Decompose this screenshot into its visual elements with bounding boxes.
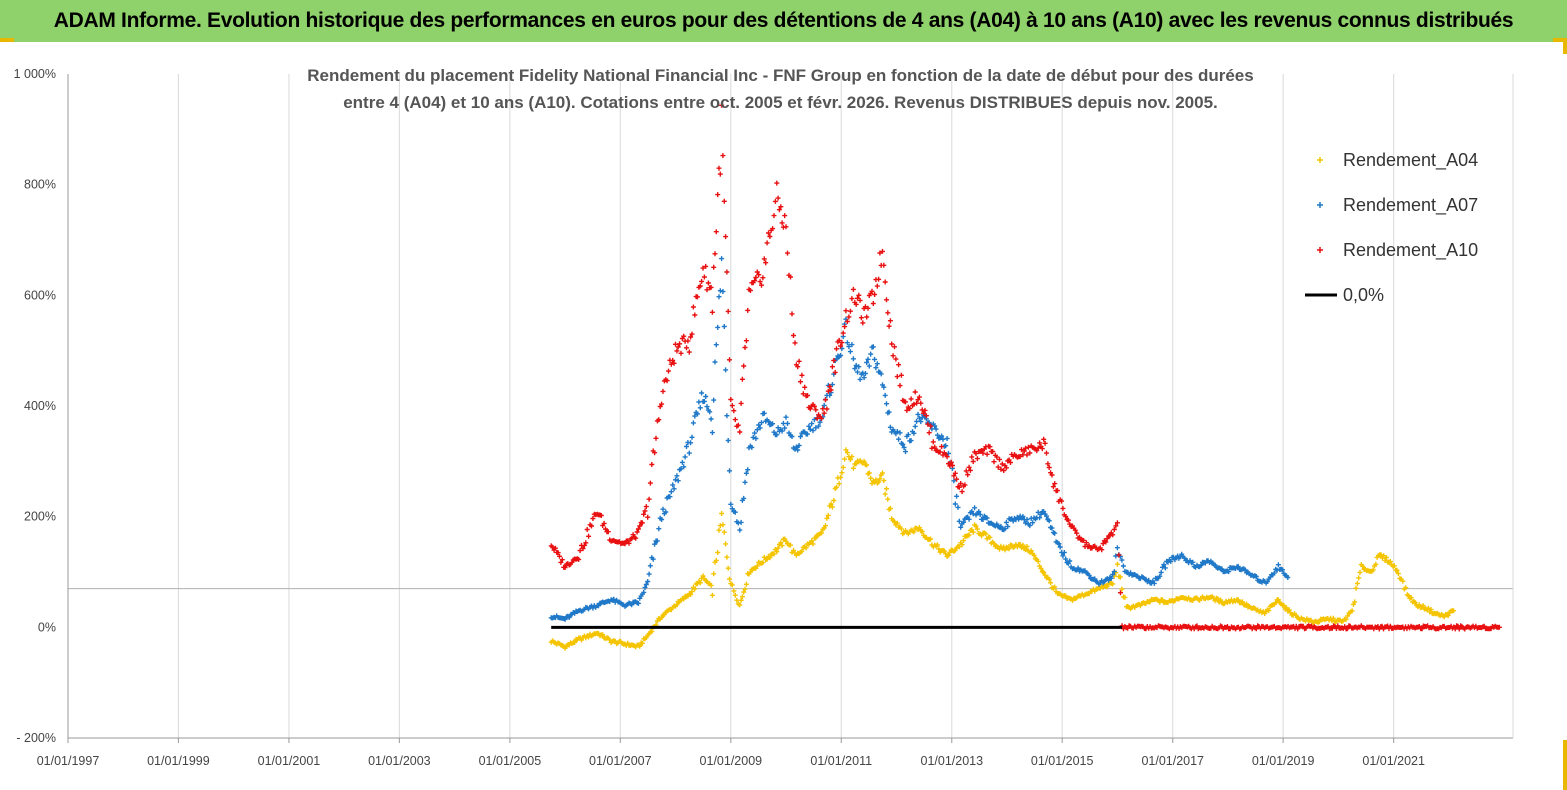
y-tick-label-0: - 200% (16, 731, 56, 745)
corner-mark-top-right (1553, 38, 1567, 42)
y-tick-label-2: 200% (24, 510, 56, 524)
corner-mark-top-left (0, 38, 14, 42)
x-tick-label-0: 01/01/1997 (37, 754, 100, 768)
series-points-rendement-a04 (548, 447, 1457, 651)
x-tick-label-3: 01/01/2003 (368, 754, 431, 768)
legend-marker-0 (1317, 157, 1323, 163)
y-tick-label-4: 600% (24, 288, 56, 302)
header-banner: ADAM Informe. Evolution historique des p… (0, 0, 1567, 42)
x-tick-label-11: 01/01/2019 (1252, 754, 1315, 768)
x-tick-label-7: 01/01/2011 (810, 754, 872, 768)
series-points-rendement-a07 (548, 256, 1291, 622)
chart-title: Rendement du placement Fidelity National… (307, 66, 1253, 112)
chart-title-line-0: Rendement du placement Fidelity National… (307, 66, 1253, 85)
x-tick-label-10: 01/01/2017 (1141, 754, 1204, 768)
x-tick-label-5: 01/01/2007 (589, 754, 652, 768)
y-tick-label-3: 400% (24, 399, 56, 413)
legend-marker-2 (1317, 247, 1323, 253)
scatter-chart: - 200% 0% 200% 400% 600% 800% 1 000% 01/01/199… (14, 66, 1514, 768)
legend-marker-1 (1317, 202, 1323, 208)
x-tick-labels: 01/01/1997 01/01/1999 01/01/2001 01/01/2003… (37, 754, 1425, 768)
legend-label-0: Rendement_A04 (1343, 150, 1478, 171)
data-points (548, 102, 1502, 651)
y-tick-label-6: 1 000% (14, 67, 56, 81)
x-tick-label-12: 01/01/2021 (1362, 754, 1425, 768)
corner-mark-right-edge (1563, 42, 1567, 54)
y-tick-label-1: 0% (38, 620, 56, 634)
corner-mark-bottom-right (1563, 740, 1567, 790)
x-tick-label-8: 01/01/2013 (921, 754, 984, 768)
legend: Rendement_A04 Rendement_A07 Rendement_A10 0… (1305, 150, 1478, 305)
series-points-rendement-a10 (548, 102, 1502, 632)
x-tick-label-2: 01/01/2001 (258, 754, 321, 768)
x-tick-label-9: 01/01/2015 (1031, 754, 1094, 768)
x-tick-label-4: 01/01/2005 (479, 754, 542, 768)
legend-label-3: 0,0% (1343, 285, 1384, 305)
legend-label-2: Rendement_A10 (1343, 240, 1478, 261)
page-title: ADAM Informe. Evolution historique des p… (53, 9, 1514, 32)
x-tick-label-1: 01/01/1999 (147, 754, 210, 768)
axes (67, 74, 1514, 743)
legend-label-1: Rendement_A07 (1343, 195, 1478, 216)
chart-title-line-1: entre 4 (A04) et 10 ans (A10). Cotations… (343, 93, 1218, 112)
y-tick-label-5: 800% (24, 178, 56, 192)
y-tick-labels: - 200% 0% 200% 400% 600% 800% 1 000% (14, 67, 56, 745)
x-tick-label-6: 01/01/2009 (700, 754, 763, 768)
